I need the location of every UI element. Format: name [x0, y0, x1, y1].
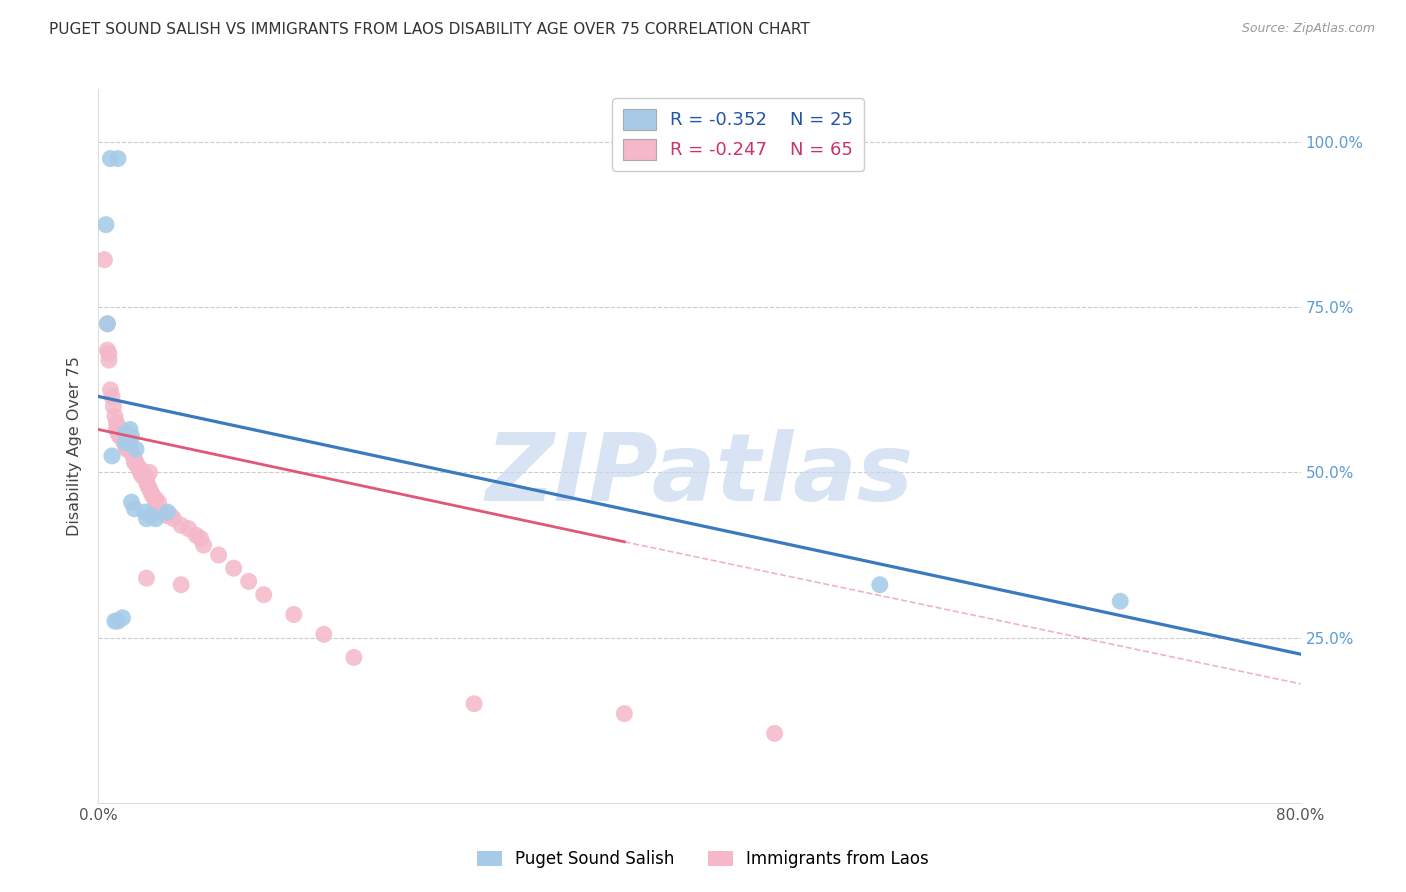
- Point: [112, 435, 135, 450]
- Point: [101, 449, 124, 463]
- Point: [343, 650, 366, 665]
- Point: [145, 511, 167, 525]
- Point: [145, 495, 167, 509]
- Point: [101, 389, 124, 403]
- Point: [253, 588, 276, 602]
- Point: [159, 508, 181, 523]
- Point: [110, 429, 132, 443]
- Point: [162, 511, 184, 525]
- Point: [177, 522, 200, 536]
- Text: ZIPatlas: ZIPatlas: [485, 428, 914, 521]
- Point: [117, 442, 139, 457]
- Point: [103, 400, 125, 414]
- Point: [93, 252, 115, 267]
- Point: [104, 614, 127, 628]
- Point: [128, 462, 150, 476]
- Point: [121, 445, 143, 459]
- Point: [100, 383, 122, 397]
- Point: [100, 152, 122, 166]
- Point: [184, 528, 207, 542]
- Point: [96, 317, 118, 331]
- Point: [114, 425, 136, 440]
- Point: [118, 422, 141, 436]
- Point: [118, 442, 141, 457]
- Point: [107, 614, 129, 628]
- Legend: R = -0.352    N = 25, R = -0.247    N = 65: R = -0.352 N = 25, R = -0.247 N = 65: [613, 98, 863, 170]
- Point: [124, 456, 146, 470]
- Point: [115, 442, 138, 457]
- Point: [869, 578, 891, 592]
- Point: [104, 409, 127, 424]
- Point: [115, 435, 138, 450]
- Point: [129, 466, 152, 480]
- Point: [96, 317, 118, 331]
- Point: [134, 505, 156, 519]
- Point: [94, 218, 117, 232]
- Point: [114, 439, 136, 453]
- Point: [132, 468, 155, 483]
- Point: [124, 501, 146, 516]
- Point: [763, 726, 786, 740]
- Point: [121, 495, 143, 509]
- Point: [1109, 594, 1132, 608]
- Point: [105, 422, 128, 436]
- Point: [131, 468, 153, 483]
- Point: [139, 485, 162, 500]
- Point: [125, 442, 148, 457]
- Point: [124, 452, 146, 467]
- Point: [141, 489, 163, 503]
- Point: [135, 571, 157, 585]
- Point: [135, 475, 157, 490]
- Point: [145, 491, 167, 506]
- Point: [222, 561, 245, 575]
- Legend: Puget Sound Salish, Immigrants from Laos: Puget Sound Salish, Immigrants from Laos: [470, 844, 936, 875]
- Point: [138, 466, 160, 480]
- Point: [238, 574, 260, 589]
- Point: [105, 416, 128, 430]
- Point: [107, 152, 129, 166]
- Point: [107, 425, 129, 440]
- Point: [135, 472, 157, 486]
- Point: [156, 505, 179, 519]
- Point: [97, 346, 120, 360]
- Point: [134, 468, 156, 483]
- Point: [138, 482, 160, 496]
- Point: [114, 435, 136, 450]
- Point: [117, 429, 139, 443]
- Point: [131, 466, 153, 480]
- Text: Source: ZipAtlas.com: Source: ZipAtlas.com: [1241, 22, 1375, 36]
- Point: [170, 518, 193, 533]
- Point: [170, 578, 193, 592]
- Point: [136, 478, 159, 492]
- Point: [125, 456, 148, 470]
- Point: [122, 449, 145, 463]
- Point: [96, 343, 118, 358]
- Point: [193, 538, 215, 552]
- Point: [208, 548, 231, 562]
- Point: [148, 495, 170, 509]
- Y-axis label: Disability Age Over 75: Disability Age Over 75: [67, 356, 83, 536]
- Point: [312, 627, 335, 641]
- Point: [613, 706, 636, 721]
- Point: [118, 435, 141, 450]
- Point: [150, 505, 173, 519]
- Point: [283, 607, 305, 622]
- Point: [111, 611, 134, 625]
- Point: [111, 429, 134, 443]
- Point: [463, 697, 485, 711]
- Point: [155, 508, 177, 523]
- Point: [127, 458, 149, 473]
- Point: [107, 419, 129, 434]
- Text: PUGET SOUND SALISH VS IMMIGRANTS FROM LAOS DISABILITY AGE OVER 75 CORRELATION CH: PUGET SOUND SALISH VS IMMIGRANTS FROM LA…: [49, 22, 810, 37]
- Point: [139, 508, 162, 523]
- Point: [135, 511, 157, 525]
- Point: [190, 532, 212, 546]
- Point: [97, 353, 120, 368]
- Point: [121, 429, 143, 443]
- Point: [129, 462, 152, 476]
- Point: [108, 429, 131, 443]
